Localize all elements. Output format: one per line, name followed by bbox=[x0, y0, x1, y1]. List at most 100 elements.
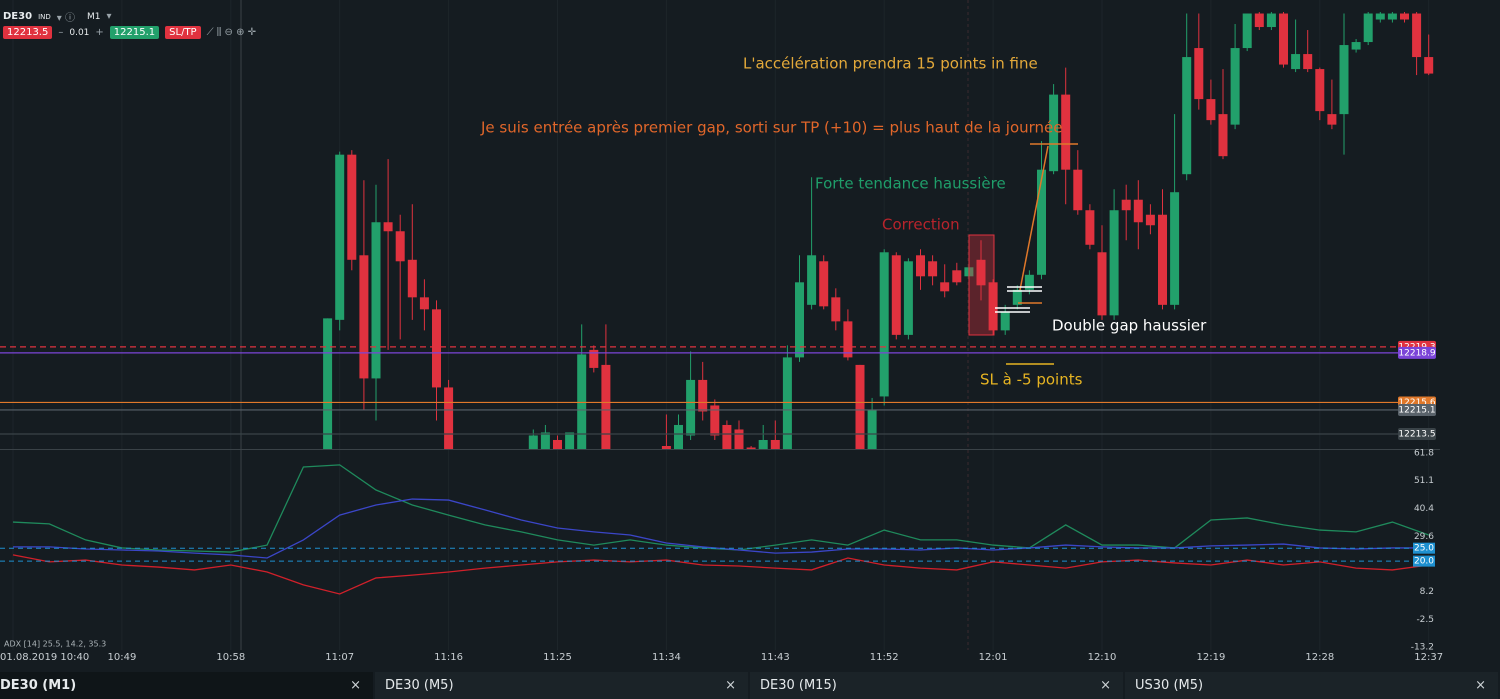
candle-body bbox=[891, 255, 901, 335]
candle-body bbox=[1194, 48, 1204, 100]
tab[interactable]: DE30 (M5) × bbox=[375, 672, 750, 699]
symbol-bar: DE30 IND ▾ ⓘ M1 ▾ bbox=[3, 9, 112, 24]
candle-body bbox=[940, 282, 950, 292]
candle-body bbox=[879, 252, 889, 397]
candle-body bbox=[1424, 57, 1434, 74]
candle-body bbox=[782, 357, 792, 449]
candle-body bbox=[988, 282, 998, 331]
candle-body bbox=[1158, 214, 1167, 305]
plus-button[interactable]: + bbox=[95, 27, 104, 38]
y-tick-label: 8.2 bbox=[1420, 587, 1434, 597]
step[interactable]: 0.01 bbox=[69, 27, 90, 38]
candle-body bbox=[1145, 214, 1155, 226]
y-tick-label: -13.2 bbox=[1411, 643, 1434, 653]
x-tick-label: 11:34 bbox=[652, 652, 681, 663]
candle-body bbox=[686, 379, 696, 436]
tab-close[interactable]: × bbox=[725, 678, 736, 693]
candle-body bbox=[1121, 199, 1131, 211]
candle-body bbox=[928, 261, 938, 277]
tab[interactable]: DE30 (M15) × bbox=[750, 672, 1125, 699]
candle-body bbox=[528, 435, 538, 449]
level-label: 20.0 bbox=[1414, 557, 1434, 567]
candle-body bbox=[565, 432, 575, 449]
chart: L'accélération prendra 15 points in fine… bbox=[0, 0, 1444, 663]
candle-body bbox=[1218, 114, 1228, 157]
candle-body bbox=[916, 255, 925, 277]
candle-body bbox=[1206, 99, 1216, 121]
x-tick-label: 11:43 bbox=[761, 652, 790, 663]
candle-body bbox=[1073, 169, 1083, 211]
tab[interactable]: DE30 (M1) × bbox=[0, 672, 375, 699]
level-label: 25.0 bbox=[1414, 544, 1434, 554]
symbol[interactable]: DE30 bbox=[3, 11, 33, 22]
candle-body bbox=[661, 445, 671, 449]
y-tick-label: -2.5 bbox=[1416, 615, 1434, 625]
x-tick-label: 12:10 bbox=[1088, 652, 1117, 663]
order-bar: 12213.5 – 0.01 + 12215.1 SL/TP ⟋ ⫼ ⊖ ⊕ ✛ bbox=[3, 26, 256, 39]
candle-body bbox=[359, 255, 369, 379]
candle-body bbox=[395, 231, 405, 262]
candle-body bbox=[1363, 13, 1373, 43]
candle-body bbox=[976, 259, 986, 286]
candle-body bbox=[577, 354, 587, 449]
price-label-box bbox=[1398, 427, 1436, 440]
y-tick-label: 40.4 bbox=[1414, 504, 1434, 514]
tool-icons[interactable]: ⟋ ⫼ ⊖ ⊕ ✛ bbox=[206, 27, 257, 38]
candle-body bbox=[407, 259, 417, 298]
candle-body bbox=[843, 321, 853, 358]
candle-body bbox=[952, 270, 962, 283]
x-tick-label: 12:19 bbox=[1196, 652, 1225, 663]
tab-label[interactable]: DE30 (M5) bbox=[385, 678, 454, 693]
candle-body bbox=[371, 222, 381, 379]
tab-label[interactable]: US30 (M5) bbox=[1135, 678, 1204, 693]
tab-label[interactable]: DE30 (M15) bbox=[760, 678, 837, 693]
candle-body bbox=[1291, 54, 1301, 70]
annotation: Forte tendance haussière bbox=[815, 175, 1006, 193]
tab[interactable]: US30 (M5) × bbox=[1125, 672, 1500, 699]
y-tick-label: 29.6 bbox=[1414, 532, 1434, 542]
candle-body bbox=[710, 405, 720, 436]
sltp-button[interactable]: SL/TP bbox=[165, 26, 201, 39]
candle-body bbox=[819, 261, 829, 307]
candle-body bbox=[589, 349, 599, 368]
x-tick-label: 12:28 bbox=[1305, 652, 1334, 663]
indicator-line bbox=[12, 554, 1429, 595]
price-label: 12218.9 bbox=[1398, 348, 1435, 358]
candle-body bbox=[1085, 210, 1095, 245]
candle-body bbox=[1230, 48, 1240, 125]
candle-body bbox=[1061, 94, 1071, 170]
annotation: L'accélération prendra 15 points in fine bbox=[743, 55, 1038, 73]
x-tick-label: 10:58 bbox=[216, 652, 245, 663]
candle-body bbox=[758, 439, 768, 449]
level-label-box bbox=[1413, 555, 1435, 567]
candle-body bbox=[1327, 114, 1337, 125]
timeframe[interactable]: M1 bbox=[86, 11, 101, 22]
dropdown-icon[interactable]: ▾ ⓘ bbox=[56, 13, 75, 24]
candle-body bbox=[1400, 13, 1409, 20]
candle-body bbox=[1133, 199, 1143, 223]
sell-button[interactable]: 12213.5 bbox=[3, 26, 53, 39]
annotation: Je suis entrée après premier gap, sorti … bbox=[480, 119, 1063, 137]
buy-button[interactable]: 12215.1 bbox=[109, 26, 160, 39]
tab-close[interactable]: × bbox=[1475, 678, 1486, 693]
y-tick-label: 61.8 bbox=[1414, 449, 1434, 459]
x-tick-label: 11:52 bbox=[870, 652, 899, 663]
tab-close[interactable]: × bbox=[1100, 678, 1111, 693]
candle-body bbox=[335, 154, 345, 320]
x-tick-label: 01.08.2019 10:40 bbox=[0, 652, 89, 663]
candle-body bbox=[1279, 13, 1288, 65]
tab-label[interactable]: DE30 (M1) bbox=[0, 678, 77, 693]
price-label: 12215.6 bbox=[1398, 398, 1435, 408]
candle-body bbox=[734, 429, 744, 449]
candle-body bbox=[674, 424, 683, 449]
candle-body bbox=[1170, 192, 1180, 305]
candle-body bbox=[1315, 69, 1325, 112]
candle-body bbox=[553, 439, 562, 449]
tab-close[interactable]: × bbox=[350, 678, 361, 693]
dropdown-icon[interactable]: ▾ bbox=[106, 11, 112, 22]
candle-body bbox=[1182, 57, 1192, 175]
minus-button[interactable]: – bbox=[58, 27, 64, 38]
candle-body bbox=[1339, 45, 1349, 115]
candle-body bbox=[1254, 13, 1264, 28]
annotation: SL à -5 points bbox=[980, 371, 1083, 389]
